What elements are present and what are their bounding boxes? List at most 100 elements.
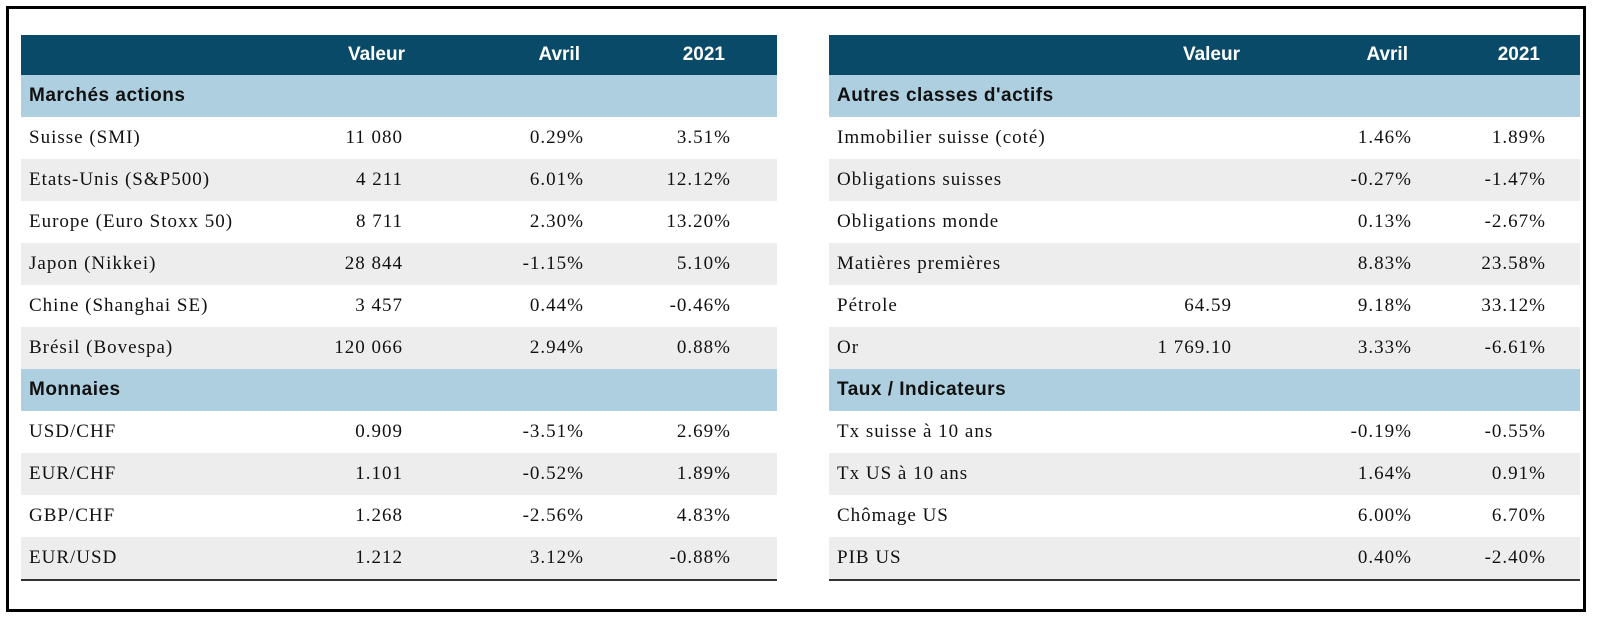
row-avril: 0.29% — [529, 127, 584, 148]
table-row: Immobilier suisse (coté) 1.46% 1.89% — [829, 117, 1580, 159]
row-label: Brésil (Bovespa) — [21, 327, 311, 369]
table-row: Pétrole 64.59 9.18% 33.12% — [829, 285, 1580, 327]
table-row: Matières premières 8.83% 23.58% — [829, 243, 1580, 285]
table-row: Or 1 769.10 3.33% -6.61% — [829, 327, 1580, 369]
row-label: Japon (Nikkei) — [21, 243, 311, 285]
section-title: Autres classes d'actifs — [829, 75, 1580, 117]
section-title: Monnaies — [21, 369, 777, 411]
row-avril: 8.83% — [1276, 243, 1436, 285]
row-valeur — [1141, 537, 1276, 581]
table-row: EUR/USD 1.212 3.12% -0.88% — [21, 537, 777, 581]
row-avril: 2.30% — [529, 211, 584, 232]
row-avril: 0.13% — [1357, 211, 1412, 232]
row-valeur — [1141, 117, 1276, 159]
table-row: Etats-Unis (S&P500) 4 211 6.01% 12.12% — [21, 159, 777, 201]
header-valeur: Valeur — [311, 35, 441, 75]
row-label: Chômage US — [837, 505, 949, 526]
row-label: GBP/CHF — [29, 505, 116, 526]
row-valeur — [1141, 453, 1276, 495]
row-avril: 3.12% — [441, 537, 608, 581]
row-avril: 6.00% — [1357, 505, 1412, 526]
row-2021: 3.51% — [676, 127, 731, 148]
row-label: Tx US à 10 ans — [829, 453, 1141, 495]
row-avril: 1.64% — [1276, 453, 1436, 495]
row-2021: 23.58% — [1436, 243, 1580, 285]
row-2021: 13.20% — [666, 211, 731, 232]
row-2021: -0.55% — [1484, 421, 1546, 442]
row-2021: 4.83% — [676, 505, 731, 526]
header-valeur: Valeur — [1141, 35, 1276, 75]
row-avril: 6.01% — [441, 159, 608, 201]
section-row: Taux / Indicateurs — [829, 369, 1580, 411]
right-table: Valeur Avril 2021 Autres classes d'actif… — [829, 35, 1580, 581]
row-valeur: 64.59 — [1184, 295, 1232, 316]
table-row: Tx suisse à 10 ans -0.19% -0.55% — [829, 411, 1580, 453]
row-valeur — [1141, 495, 1276, 537]
row-avril: 0.44% — [529, 295, 584, 316]
row-valeur: 120 066 — [311, 327, 441, 369]
row-label: USD/CHF — [29, 421, 117, 442]
header-label — [21, 35, 311, 75]
table-row: GBP/CHF 1.268 -2.56% 4.83% — [21, 495, 777, 537]
row-avril: -0.52% — [441, 453, 608, 495]
row-label: Tx suisse à 10 ans — [837, 421, 994, 442]
table-row: PIB US 0.40% -2.40% — [829, 537, 1580, 581]
row-2021: -1.47% — [1436, 159, 1580, 201]
row-valeur: 4 211 — [311, 159, 441, 201]
row-valeur: 8 711 — [355, 211, 403, 232]
row-avril: 2.94% — [441, 327, 608, 369]
row-valeur — [1141, 201, 1276, 243]
table-row: Brésil (Bovespa) 120 066 2.94% 0.88% — [21, 327, 777, 369]
row-label: Pétrole — [837, 295, 898, 316]
row-2021: 2.69% — [676, 421, 731, 442]
row-label: Etats-Unis (S&P500) — [21, 159, 311, 201]
section-row: Monnaies — [21, 369, 777, 411]
row-2021: 1.89% — [1491, 127, 1546, 148]
table-row: USD/CHF 0.909 -3.51% 2.69% — [21, 411, 777, 453]
figure-frame: Valeur Avril 2021 Marchés actions Suisse… — [6, 6, 1586, 612]
row-valeur: 0.909 — [355, 421, 403, 442]
table-row: Chômage US 6.00% 6.70% — [829, 495, 1580, 537]
row-avril: 1.46% — [1357, 127, 1412, 148]
row-avril: 0.40% — [1276, 537, 1436, 581]
row-valeur — [1141, 159, 1276, 201]
row-label: EUR/USD — [21, 537, 311, 581]
row-valeur: 1.101 — [311, 453, 441, 495]
row-valeur: 1 769.10 — [1141, 327, 1276, 369]
left-panel: Valeur Avril 2021 Marchés actions Suisse… — [21, 35, 777, 581]
row-2021: 12.12% — [608, 159, 777, 201]
header-label — [829, 35, 1141, 75]
right-panel: Valeur Avril 2021 Autres classes d'actif… — [829, 35, 1580, 581]
header-avril: Avril — [1276, 35, 1436, 75]
table-row: Tx US à 10 ans 1.64% 0.91% — [829, 453, 1580, 495]
row-2021: 0.88% — [608, 327, 777, 369]
row-valeur: 1.268 — [355, 505, 403, 526]
row-label: PIB US — [829, 537, 1141, 581]
row-2021: 1.89% — [608, 453, 777, 495]
right-header-row: Valeur Avril 2021 — [829, 35, 1580, 75]
section-row: Autres classes d'actifs — [829, 75, 1580, 117]
table-row: Chine (Shanghai SE) 3 457 0.44% -0.46% — [21, 285, 777, 327]
section-row: Marchés actions — [21, 75, 777, 117]
table-row: Obligations suisses -0.27% -1.47% — [829, 159, 1580, 201]
row-valeur — [1141, 411, 1276, 453]
header-2021: 2021 — [1436, 35, 1580, 75]
row-avril: 3.33% — [1276, 327, 1436, 369]
section-title: Marchés actions — [21, 75, 777, 117]
table-row: EUR/CHF 1.101 -0.52% 1.89% — [21, 453, 777, 495]
left-table: Valeur Avril 2021 Marchés actions Suisse… — [21, 35, 777, 581]
row-2021: -6.61% — [1436, 327, 1580, 369]
row-valeur — [1141, 243, 1276, 285]
row-avril: -0.19% — [1350, 421, 1412, 442]
row-label: Obligations suisses — [829, 159, 1141, 201]
row-valeur: 1.212 — [311, 537, 441, 581]
header-avril: Avril — [441, 35, 608, 75]
header-2021: 2021 — [608, 35, 777, 75]
row-2021: 33.12% — [1481, 295, 1546, 316]
row-label: Chine (Shanghai SE) — [29, 295, 209, 316]
row-valeur: 3 457 — [355, 295, 403, 316]
row-avril: -2.56% — [522, 505, 584, 526]
table-row: Japon (Nikkei) 28 844 -1.15% 5.10% — [21, 243, 777, 285]
row-label: Or — [829, 327, 1141, 369]
row-label: Matières premières — [829, 243, 1141, 285]
